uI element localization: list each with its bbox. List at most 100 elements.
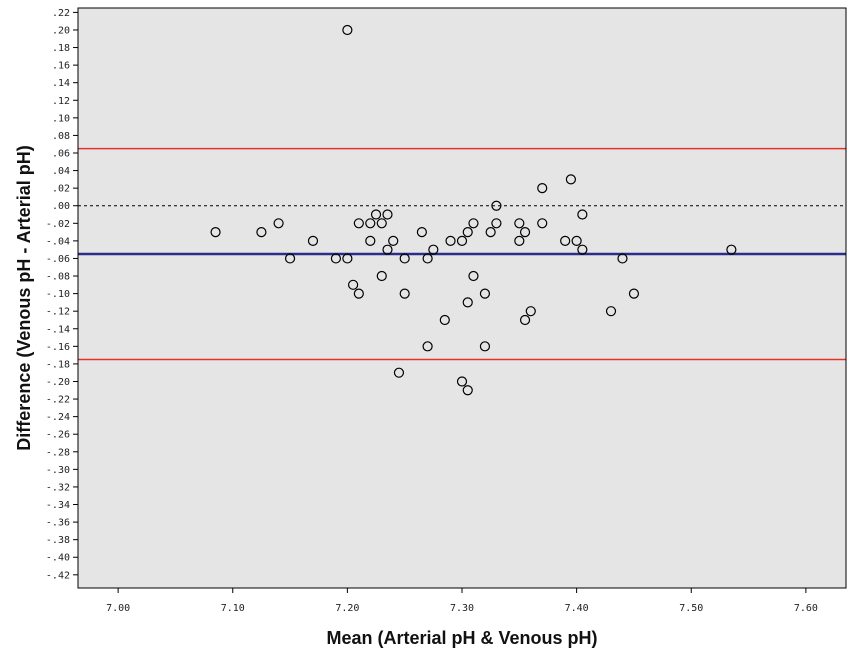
data-point bbox=[273, 218, 284, 229]
data-point bbox=[462, 297, 473, 308]
data-point bbox=[210, 226, 221, 238]
data-point bbox=[462, 226, 473, 238]
data-point bbox=[456, 376, 468, 387]
y-tick-label: .18 bbox=[52, 43, 70, 54]
data-point bbox=[491, 200, 502, 211]
y-tick-label: -.28 bbox=[46, 447, 70, 458]
data-point bbox=[537, 218, 548, 229]
data-point bbox=[422, 253, 433, 264]
y-tick-label: -.04 bbox=[46, 236, 70, 247]
data-point bbox=[284, 253, 296, 264]
data-point bbox=[428, 244, 439, 255]
y-tick-label: -.40 bbox=[46, 553, 70, 564]
data-point bbox=[617, 253, 628, 264]
y-tick-label: -.30 bbox=[46, 465, 70, 476]
data-point bbox=[468, 218, 479, 229]
data-point bbox=[382, 209, 393, 220]
y-axis-title: Difference (Venous pH - Arterial pH) bbox=[14, 145, 34, 450]
x-tick-label: 7.50 bbox=[679, 603, 703, 614]
y-tick-label: .16 bbox=[52, 61, 70, 72]
data-point bbox=[365, 218, 376, 229]
data-point bbox=[376, 218, 387, 229]
x-tick-label: 7.10 bbox=[221, 603, 245, 614]
scatter-points bbox=[210, 24, 737, 396]
y-tick-label: -.32 bbox=[46, 482, 70, 493]
y-tick-label: -.34 bbox=[46, 500, 70, 511]
x-axis: 7.00 7.10 7.20 7.30 7.40 7.50 7.60 bbox=[106, 588, 818, 614]
data-point bbox=[376, 270, 387, 282]
y-tick-label: -.02 bbox=[46, 219, 70, 230]
x-tick-label: 7.60 bbox=[794, 603, 818, 614]
y-tick-label: -.22 bbox=[46, 395, 70, 406]
data-point bbox=[525, 306, 536, 317]
data-point bbox=[342, 253, 353, 264]
data-point bbox=[416, 226, 427, 238]
data-point bbox=[307, 235, 319, 246]
data-point bbox=[382, 244, 393, 255]
data-point bbox=[577, 244, 588, 255]
y-axis: .22 .20 .18 .16 .14 .12 .10 .08 .06 .04 .02 .00 -.02… bbox=[46, 8, 78, 581]
y-tick-label: .08 bbox=[52, 131, 70, 142]
data-point bbox=[514, 235, 525, 246]
data-point bbox=[370, 209, 382, 220]
data-point bbox=[462, 385, 473, 396]
data-point bbox=[479, 288, 491, 299]
y-tick-label: -.10 bbox=[46, 289, 70, 300]
data-point bbox=[514, 218, 525, 229]
data-point bbox=[439, 314, 450, 326]
data-point bbox=[565, 174, 576, 185]
data-point bbox=[726, 244, 737, 255]
data-point bbox=[393, 367, 405, 378]
data-point bbox=[605, 306, 617, 317]
y-tick-label: -.20 bbox=[46, 377, 70, 388]
data-point bbox=[468, 270, 479, 282]
data-point bbox=[353, 218, 364, 229]
data-point bbox=[422, 341, 433, 352]
plot-area bbox=[78, 8, 846, 588]
y-tick-label: .20 bbox=[52, 25, 70, 36]
data-point bbox=[628, 288, 640, 299]
y-tick-label: -.08 bbox=[46, 272, 70, 283]
y-tick-label: -.12 bbox=[46, 307, 70, 318]
y-tick-label: .04 bbox=[52, 166, 70, 177]
data-point bbox=[399, 288, 410, 299]
y-tick-label: .00 bbox=[52, 201, 70, 212]
data-point bbox=[342, 24, 353, 36]
y-tick-label: -.24 bbox=[46, 412, 70, 423]
y-tick-label: -.18 bbox=[46, 359, 70, 370]
data-point bbox=[560, 235, 571, 246]
data-point bbox=[353, 288, 364, 299]
y-tick-label: .06 bbox=[52, 149, 70, 160]
y-tick-label: -.06 bbox=[46, 254, 70, 265]
data-point bbox=[399, 253, 410, 264]
y-tick-label: -.16 bbox=[46, 342, 70, 353]
x-tick-label: 7.30 bbox=[450, 603, 474, 614]
data-point bbox=[456, 235, 468, 246]
data-point bbox=[445, 235, 456, 246]
y-tick-label: -.14 bbox=[46, 324, 70, 335]
data-point bbox=[330, 253, 342, 264]
data-point bbox=[348, 279, 359, 290]
x-axis-title: Mean (Arterial pH & Venous pH) bbox=[326, 628, 597, 648]
data-point bbox=[388, 235, 399, 246]
y-tick-label: -.42 bbox=[46, 570, 70, 581]
y-tick-label: .10 bbox=[52, 113, 70, 124]
reference-lines bbox=[78, 147, 846, 361]
data-point bbox=[365, 235, 376, 246]
data-point bbox=[571, 235, 582, 246]
data-point bbox=[577, 209, 588, 220]
y-tick-label: -.36 bbox=[46, 518, 70, 529]
data-point bbox=[519, 226, 531, 238]
data-point bbox=[491, 218, 502, 229]
y-tick-label: .14 bbox=[52, 78, 70, 89]
data-point bbox=[519, 314, 531, 326]
x-tick-label: 7.40 bbox=[565, 603, 589, 614]
y-tick-label: -.26 bbox=[46, 430, 70, 441]
y-tick-label: -.38 bbox=[46, 535, 70, 546]
y-tick-label: .12 bbox=[52, 96, 70, 107]
y-tick-label: .22 bbox=[52, 8, 70, 19]
data-point bbox=[485, 226, 496, 238]
x-tick-label: 7.00 bbox=[106, 603, 130, 614]
data-point bbox=[479, 341, 491, 352]
